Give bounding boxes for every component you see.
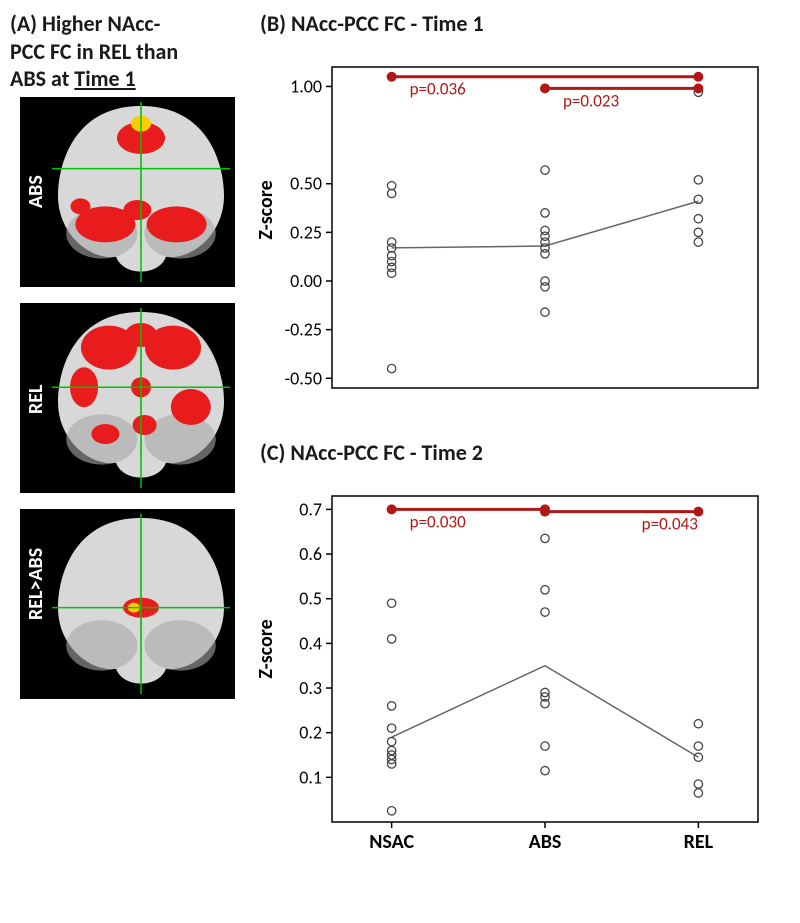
- svg-text:0.3: 0.3: [299, 677, 322, 699]
- chart-c-svg: 0.1 0.2 0.3 0.4 0.5 0.6 0.7 NSAC ABS REL p=0.030 p=…: [260, 468, 780, 868]
- chart-b-ylabel: Z-score: [254, 180, 278, 239]
- svg-text:0.5: 0.5: [299, 588, 322, 610]
- panel-a-title: (A) Higher NAcc-PCC FC in REL thanABS at…: [10, 10, 245, 93]
- chart-b: (B) NAcc-PCC FC - Time 1 Z-score -0.50-0…: [260, 10, 780, 439]
- chart-b-svg: -0.50 -0.25 0.00 0.25 0.50 1.00 p=0.036 p=0.023: [260, 39, 780, 434]
- brain-label: REL>ABS: [24, 594, 48, 614]
- brain-label: REL: [24, 388, 48, 408]
- chart-b-title: (B) NAcc-PCC FC - Time 1: [260, 10, 780, 37]
- brain-label: ABS: [24, 182, 48, 202]
- svg-text:0.50: 0.50: [290, 173, 322, 195]
- svg-text:-0.50: -0.50: [285, 367, 322, 389]
- svg-text:0.6: 0.6: [299, 543, 322, 565]
- svg-text:p=0.023: p=0.023: [563, 90, 619, 111]
- brain-abs: ABS: [20, 97, 235, 287]
- svg-text:NSAC: NSAC: [369, 830, 414, 854]
- svg-text:p=0.030: p=0.030: [410, 511, 467, 532]
- svg-text:-0.25: -0.25: [285, 319, 322, 341]
- chart-c: (C) NAcc-PCC FC - Time 2 Z-score 0.10.20…: [260, 439, 780, 873]
- svg-text:0.2: 0.2: [299, 722, 322, 744]
- svg-text:0.7: 0.7: [299, 498, 322, 520]
- svg-text:0.25: 0.25: [290, 221, 322, 243]
- brain-rel: REL: [20, 303, 235, 493]
- svg-text:0.4: 0.4: [299, 632, 322, 654]
- chart-c-ylabel: Z-score: [254, 619, 278, 678]
- chart-c-title: (C) NAcc-PCC FC - Time 2: [260, 439, 780, 466]
- brain-relgtabs: REL>ABS: [20, 509, 235, 699]
- svg-text:ABS: ABS: [529, 830, 562, 854]
- svg-text:0.00: 0.00: [290, 270, 322, 292]
- svg-text:1.00: 1.00: [290, 75, 322, 97]
- svg-text:REL: REL: [684, 830, 714, 854]
- svg-text:p=0.043: p=0.043: [642, 514, 698, 535]
- svg-text:0.1: 0.1: [299, 766, 322, 788]
- svg-text:p=0.036: p=0.036: [410, 79, 467, 100]
